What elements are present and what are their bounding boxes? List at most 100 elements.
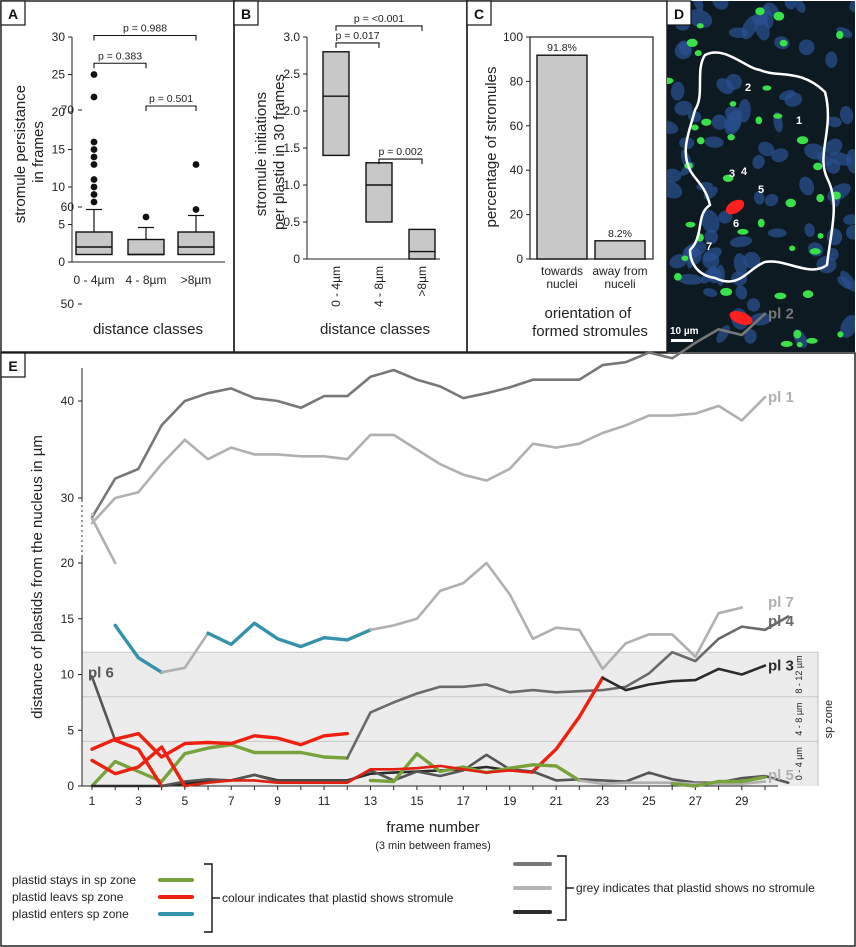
panel-b-ytick-label: 0: [293, 252, 300, 266]
panel-a-comparison-bracket: [93, 34, 197, 41]
plastid-dot: [685, 221, 696, 228]
panel-c-value-label: 8.2%: [608, 228, 632, 240]
plastid-dot: [722, 174, 734, 182]
plastid-dot: [836, 30, 844, 40]
series-segment: [346, 615, 790, 760]
panel-e-xtick-label: 7: [228, 794, 235, 808]
plastid-dot: [774, 292, 787, 300]
panel-a-outlier: [90, 146, 98, 153]
panel-c-ytick-label: 60: [510, 119, 524, 133]
panel-c-xlabel: orientation of formed stromules: [532, 305, 648, 340]
series-segment: [90, 675, 117, 742]
panel-e-xtick-label: 17: [457, 794, 471, 808]
plastid-dot: [720, 287, 733, 296]
series-label: pl 1: [768, 389, 794, 406]
panel-b-ytick-label: 1.5: [283, 141, 300, 155]
red-plastid: [729, 311, 753, 325]
nucleus-blob: [744, 329, 757, 344]
plastid-dot: [667, 77, 674, 85]
panel-a-outlier: [192, 206, 200, 213]
nucleus-outline: [684, 51, 835, 283]
panel-c-xlabel-line2: formed stromules: [532, 323, 648, 340]
nucleus-blob: [667, 180, 683, 199]
panel-e-xtick-label: 5: [181, 794, 188, 808]
series-segment: [113, 623, 164, 674]
panel-b-pvalue: p = 0.017: [335, 30, 379, 42]
plastid-dot: [793, 329, 802, 339]
panel-a: A stromule persistance in frames 0 5 10 15 2…: [0, 0, 235, 353]
plastid-dot: [694, 50, 702, 57]
nucleus-blob: [840, 270, 855, 292]
nucleus-blob: [747, 298, 761, 312]
panel-a-ytick-label: 10: [52, 180, 66, 194]
nucleus-blob: [753, 191, 765, 205]
panel-e-letter: E: [8, 358, 17, 374]
panel-e-xtick-label: 13: [364, 794, 378, 808]
plastid-dot: [681, 255, 689, 261]
nucleus-blob: [667, 120, 679, 134]
nucleus-blob: [729, 236, 753, 248]
panel-a-outlier: [192, 161, 200, 168]
plastid-dot: [737, 228, 749, 235]
series-label: pl 4: [768, 613, 794, 630]
panel-a-box: [127, 238, 165, 256]
plastid-dot: [727, 134, 735, 141]
nucleus-blob: [670, 81, 685, 101]
series-segment: [90, 745, 187, 788]
series-segment: [183, 764, 535, 788]
legend-grey-note: grey indicates that plastid shows no str…: [576, 881, 815, 895]
plastid-dot: [674, 273, 682, 281]
panel-e-ytick-label: 50: [61, 297, 75, 311]
nucleus-blob: [826, 116, 842, 128]
nucleus-blob: [692, 1, 704, 12]
series-segment: [90, 731, 349, 759]
nucleus-blob: [846, 149, 855, 174]
nucleus-blob: [771, 148, 789, 163]
panel-a-outlier: [90, 153, 98, 161]
nucleus-blob: [804, 143, 826, 160]
panel-e-xtick-label: 9: [274, 794, 281, 808]
plastid-dot: [779, 39, 788, 47]
panel-a-letter: A: [8, 6, 18, 22]
panel-a-outlier: [142, 213, 150, 221]
series-segment: [160, 753, 790, 788]
plastid-dot: [773, 113, 783, 119]
panel-a-ytick-label: 0: [58, 255, 65, 269]
nucleus-blob: [798, 39, 815, 56]
panel-c-bar: [594, 240, 646, 260]
panel-a-ylabel: stromule persistance in frames: [12, 81, 47, 224]
panel-c-xlabel-line1: orientation of: [545, 305, 633, 322]
panel-c-value-label: 91.8%: [547, 42, 577, 54]
panel-a-category-label: >8µm: [181, 273, 212, 287]
panel-a-ytick-label: 5: [58, 218, 65, 232]
series-segment: [601, 664, 767, 692]
panel-b-category-label: 0 - 4µm: [329, 266, 343, 307]
nucleus-blob: [743, 251, 761, 269]
plastid-dot: [762, 85, 772, 91]
panel-c: C percentage of stromules 0 20 40 60 80 100 9…: [466, 0, 668, 353]
nucleus-blob: [846, 224, 855, 240]
plastid-dot: [755, 116, 763, 125]
plastid-dot: [780, 340, 793, 347]
nucleus-blob: [767, 228, 787, 238]
series-label: pl 7: [768, 594, 794, 611]
plastid-label: 6: [733, 218, 739, 230]
panel-e-ytick-label: 10: [61, 668, 75, 682]
panel-e-ytick-label: 60: [61, 200, 75, 214]
panel-e-ytick-label: 70: [61, 103, 75, 117]
panel-b-comparison-bracket: [335, 42, 380, 48]
panel-a-pvalue: p = 0.501: [149, 93, 193, 105]
panel-c-bar: [536, 54, 588, 260]
nucleus-blob: [674, 100, 693, 116]
nucleus-blob: [728, 27, 749, 38]
panel-b-pvalue: p = <0.001: [354, 13, 404, 25]
panel-a-outlier: [90, 161, 98, 168]
series-segment: [369, 561, 744, 671]
plastid-dot: [813, 162, 823, 171]
plastid-dot: [757, 218, 765, 228]
panel-a-outlier: [90, 198, 98, 206]
nucleus-blob: [712, 1, 729, 10]
scale-bar-label: 10 µm: [670, 326, 699, 337]
